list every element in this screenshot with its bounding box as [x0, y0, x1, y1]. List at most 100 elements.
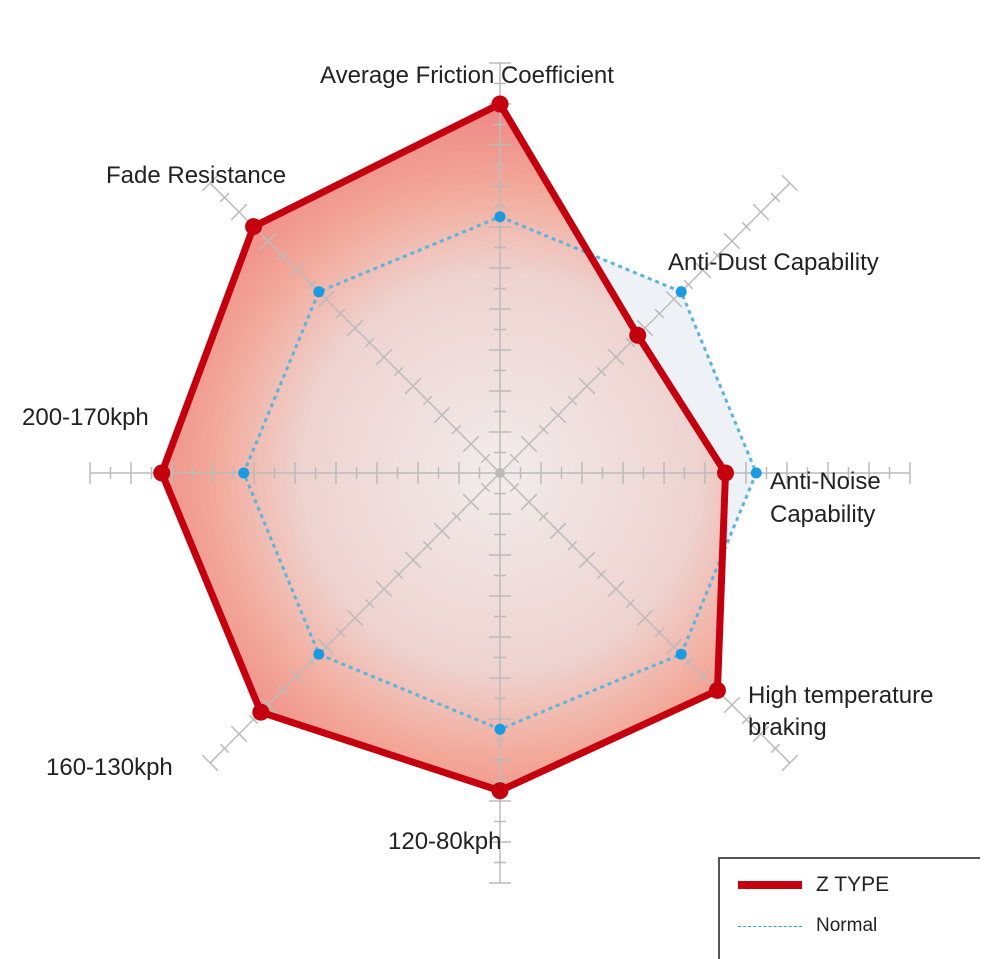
axis-tick: [480, 482, 491, 493]
axis-tick: [509, 453, 520, 464]
axis-tick: [712, 250, 723, 261]
axis-label-high-temp-2: braking: [748, 714, 827, 741]
axis-tick: [538, 424, 549, 435]
axis-tick: [248, 714, 259, 725]
axis-tick: [694, 667, 712, 685]
axis-tick: [752, 725, 770, 743]
axis-tick: [277, 685, 288, 696]
axis-label-average-friction: Average Friction Coefficient: [320, 62, 614, 89]
axis-tick: [520, 435, 538, 453]
axis-tick: [567, 540, 578, 551]
axis-tick: [422, 540, 433, 551]
z-type-point: [491, 782, 509, 800]
normal-point: [675, 648, 687, 660]
axis-tick: [230, 203, 248, 221]
axis-tick: [741, 714, 752, 725]
axis-label-anti-noise-1: Anti-Noise: [770, 468, 881, 495]
axis-tick: [625, 598, 636, 609]
axis-tick: [781, 174, 799, 192]
axis-tick: [723, 696, 741, 714]
axis-tick: [781, 754, 799, 772]
z-type-point: [153, 464, 171, 482]
axis-tick: [364, 337, 375, 348]
axis-tick: [549, 522, 567, 540]
axis-tick: [462, 493, 480, 511]
axis-tick: [578, 377, 596, 395]
axis-tick: [422, 395, 433, 406]
axis-tick: [596, 569, 607, 580]
normal-point: [238, 467, 250, 479]
center-dot: [495, 468, 505, 478]
legend-item-z-type: Z TYPE: [738, 873, 889, 897]
normal-point: [494, 211, 506, 223]
axis-tick: [741, 221, 752, 232]
axis-tick: [636, 319, 654, 337]
axis-tick: [451, 511, 462, 522]
axis-tick: [549, 406, 567, 424]
axis-tick: [596, 366, 607, 377]
axis-tick: [462, 435, 480, 453]
axis-label-120-80: 120-80kph: [388, 828, 502, 855]
axis-tick: [317, 290, 335, 308]
axis-label-anti-noise-2: Capability: [770, 501, 876, 528]
z-type-area: [161, 104, 726, 791]
axis-label-160-130: 160-130kph: [46, 754, 173, 781]
axis-tick: [451, 424, 462, 435]
normal-point: [313, 648, 325, 660]
legend: Z TYPE Normal: [718, 857, 980, 959]
axis-tick: [346, 609, 364, 627]
axis-tick: [520, 493, 538, 511]
z-type-point: [252, 703, 270, 721]
legend-item-normal: Normal: [738, 915, 877, 937]
axis-tick: [393, 569, 404, 580]
axis-tick: [654, 308, 665, 319]
axis-tick: [683, 656, 694, 667]
normal-point: [675, 286, 687, 298]
axis-tick: [404, 377, 422, 395]
axis-tick: [306, 279, 317, 290]
legend-swatch-normal: [738, 925, 802, 927]
axis-tick: [306, 656, 317, 667]
axis-tick: [567, 395, 578, 406]
axis-tick: [665, 638, 683, 656]
axis-tick: [375, 580, 393, 598]
axis-tick: [219, 743, 230, 754]
legend-label-z-type: Z TYPE: [816, 873, 890, 896]
axis-tick: [607, 580, 625, 598]
axis-label-200-170: 200-170kph: [22, 404, 149, 431]
z-type-point: [245, 218, 263, 236]
axis-tick: [538, 511, 549, 522]
axis-tick: [375, 348, 393, 366]
axis-tick: [288, 261, 306, 279]
axis-tick: [335, 308, 346, 319]
axis-tick: [433, 406, 451, 424]
axis-tick: [723, 232, 741, 250]
axis-tick: [665, 290, 683, 308]
axis-tick: [317, 638, 335, 656]
axis-tick: [404, 551, 422, 569]
axis-tick: [219, 192, 230, 203]
axis-tick: [752, 203, 770, 221]
axis-tick: [607, 348, 625, 366]
z-type-point: [629, 326, 647, 344]
axis-tick: [654, 627, 665, 638]
axis-tick: [625, 337, 636, 348]
axis-tick: [259, 696, 277, 714]
axis-tick: [433, 522, 451, 540]
z-type-point: [491, 95, 509, 113]
axis-label-fade-resistance: Fade Resistance: [106, 162, 287, 189]
z-type-point: [717, 464, 734, 482]
axis-tick: [770, 743, 781, 754]
axis-label-high-temp-1: High temperature: [748, 682, 934, 709]
axis-tick: [201, 174, 219, 192]
z-type-point: [708, 681, 726, 699]
normal-point: [494, 723, 506, 735]
axis-tick: [259, 232, 277, 250]
legend-swatch-z-type: [738, 881, 802, 889]
axis-label-anti-dust: Anti-Dust Capability: [668, 249, 879, 276]
axis-tick: [288, 667, 306, 685]
axis-tick: [636, 609, 654, 627]
axis-tick: [335, 627, 346, 638]
normal-point: [750, 467, 762, 479]
